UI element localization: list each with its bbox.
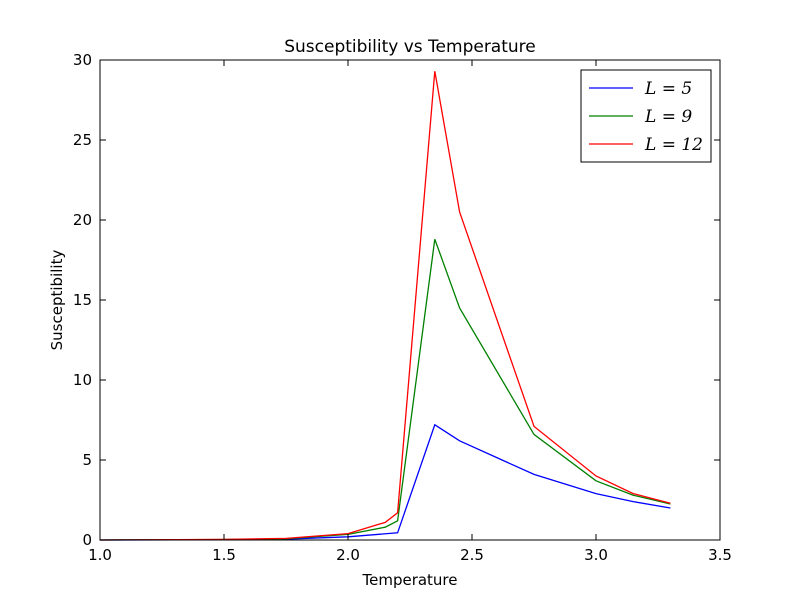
x-tick-label: 1.5 [212,546,236,564]
y-tick-label: 15 [73,291,92,309]
y-tick-label: 10 [73,371,92,389]
y-tick-label: 30 [73,51,92,69]
y-axis-label: Susceptibility [48,250,66,351]
series-line-3 [99,71,671,541]
y-tick-label: 0 [82,531,92,549]
y-tick-label: 5 [82,451,92,469]
legend: L = 5 L = 9 L = 12 [580,69,712,163]
x-tick-label: 2.0 [336,546,360,564]
legend-label-3: L = 12 [644,135,703,155]
y-tick-label: 20 [73,211,92,229]
x-tick-label: 1.0 [88,546,112,564]
legend-label-2: L = 9 [644,107,692,127]
chart-title: Susceptibility vs Temperature [284,37,536,57]
x-tick-label: 3.5 [708,546,732,564]
y-tick-label: 25 [73,131,92,149]
x-tick-label: 2.5 [460,546,484,564]
x-axis-label: Temperature [361,571,457,589]
plot-area: 1.0 1.5 2.0 2.5 3.0 3.5 0 5 10 15 20 25 30 [73,51,732,564]
series-line-2 [99,238,671,541]
legend-label-1: L = 5 [644,79,692,99]
x-tick-label: 3.0 [584,546,608,564]
